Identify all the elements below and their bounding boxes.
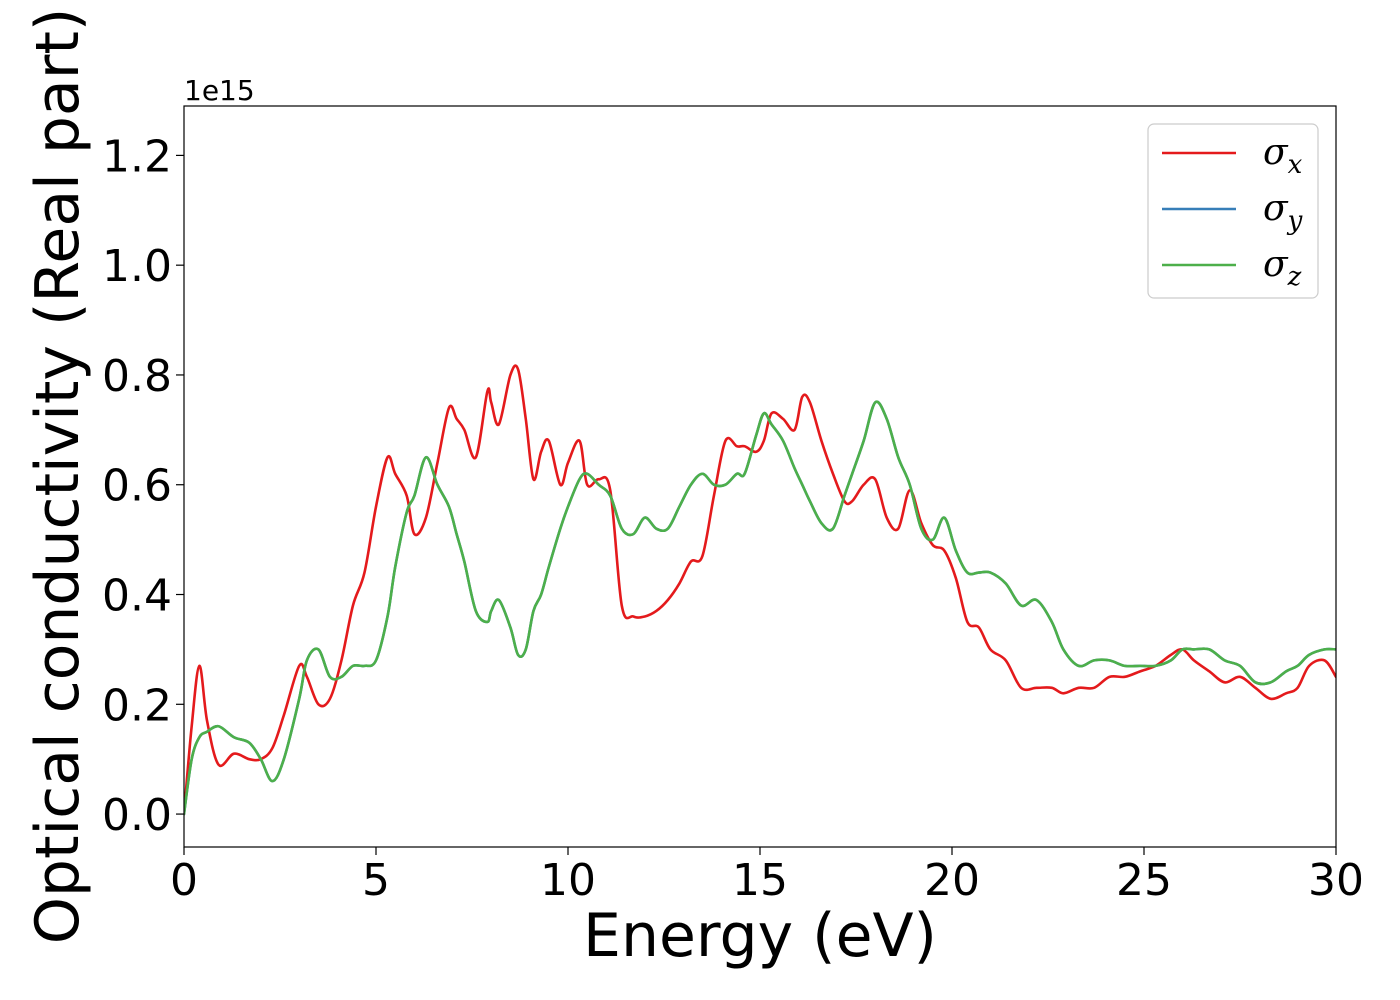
x-axis-label: Energy (eV) (583, 901, 937, 971)
legend-symbol: σ (1263, 188, 1289, 229)
x-tick-label: 20 (924, 855, 980, 906)
y-tick-label: 1.0 (102, 241, 172, 292)
y-offset-label: 1e15 (184, 74, 255, 107)
y-tick-label: 0.6 (102, 461, 172, 512)
y-tick-label: 0.0 (102, 790, 172, 841)
y-tick-label: 0.8 (102, 351, 172, 402)
x-tick-label: 25 (1116, 855, 1172, 906)
y-tick-label: 0.4 (102, 571, 172, 622)
y-tick-label: 0.2 (102, 680, 172, 731)
legend-subscript: y (1287, 206, 1303, 236)
series-line-σz (184, 400, 1336, 816)
x-tick-label: 30 (1308, 855, 1364, 906)
series-line-σy (184, 400, 1336, 816)
x-tick-label: 10 (540, 855, 596, 906)
legend-symbol: σ (1263, 132, 1289, 173)
legend-label: σz (1263, 244, 1302, 292)
legend-subscript: z (1287, 262, 1302, 292)
x-tick-label: 15 (732, 855, 788, 906)
legend-label: σy (1263, 188, 1303, 236)
y-axis-label: Optical conductivity (Real part) (23, 8, 93, 945)
legend-subscript: x (1288, 150, 1303, 180)
x-tick-label: 0 (170, 855, 198, 906)
legend-box (1147, 123, 1319, 299)
y-axis: 0.0 0.2 0.4 0.6 0.8 1.0 1.2 (102, 131, 184, 841)
x-tick-label: 5 (362, 855, 390, 906)
x-axis: 0 5 10 15 20 25 30 (170, 847, 1364, 906)
legend-symbol: σ (1263, 244, 1289, 285)
y-tick-label: 1.2 (102, 131, 172, 182)
series-layer (184, 364, 1336, 816)
series-line-σx (184, 364, 1336, 816)
legend-label: σx (1263, 132, 1303, 180)
